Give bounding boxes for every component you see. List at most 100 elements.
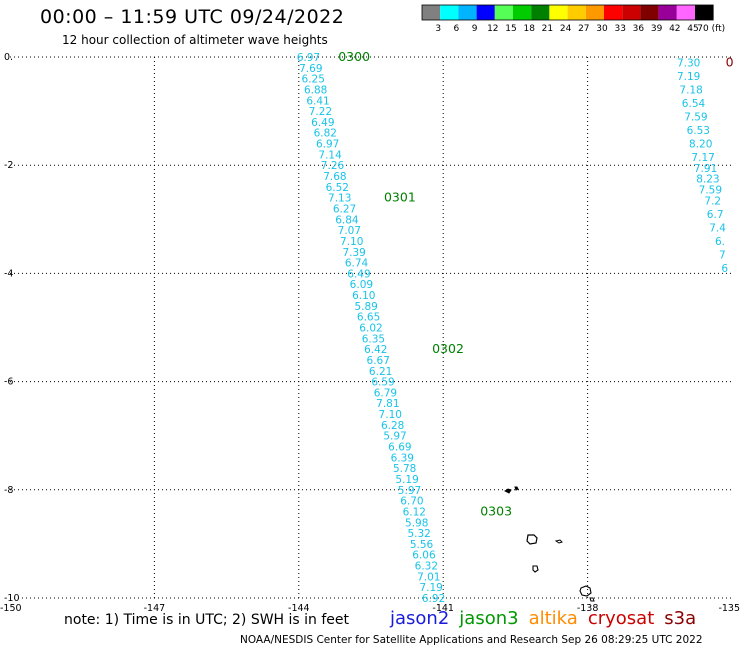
swh-value: 7.81 [376, 398, 399, 410]
satellite-jason2: jason2 [390, 608, 450, 629]
colorbar-label: 36 [633, 24, 645, 34]
swh-value: 8.20 [689, 139, 712, 151]
colorbar-swatch [531, 5, 550, 20]
swh-value: 7.30 [677, 57, 700, 69]
colorbar-swatch [640, 5, 659, 20]
latitude-tick-label: -4 [4, 268, 13, 279]
swh-value: 6.53 [687, 125, 710, 137]
swh-value: 7.19 [419, 582, 442, 594]
colorbar-label: 27 [578, 24, 589, 34]
swh-value: 7.17 [691, 152, 714, 164]
swh-value: 6.02 [359, 323, 382, 335]
longitude-tick-label: -150 [0, 603, 22, 614]
longitude-tick-label: -141 [432, 603, 454, 614]
graticule [10, 56, 732, 599]
swh-value: 8.23 [696, 174, 719, 186]
longitude-tick-label: -138 [577, 603, 599, 614]
colorbar-label: 21 [542, 24, 553, 34]
credit-line: NOAA/NESDIS Center for Satellite Applica… [240, 634, 703, 646]
colorbar-label: 3 [435, 24, 441, 34]
swh-value: 5.89 [354, 301, 377, 313]
swh-value: 7.19 [677, 71, 700, 83]
satellite-s3a: s3a [664, 608, 697, 629]
swh-value: 7.07 [338, 225, 361, 237]
colorbar-swatch [440, 5, 459, 20]
swh-value: 6.65 [357, 312, 380, 324]
swh-value: 6.41 [306, 95, 329, 107]
time-label: 0302 [432, 341, 464, 356]
latitude-tick-label: -2 [4, 160, 13, 171]
swh-value: 6.10 [352, 290, 375, 302]
swh-value: 6.59 [371, 377, 394, 389]
swh-value: 6.32 [415, 561, 438, 573]
colorbar-label: 33 [614, 24, 625, 34]
swh-value: 6.28 [381, 420, 404, 432]
swh-value: 5.19 [395, 474, 418, 486]
colorbar-swatch [585, 5, 604, 20]
swh-value: 7.39 [342, 247, 365, 259]
swh-value: 5.56 [410, 539, 434, 551]
time-label: 0300 [338, 49, 370, 64]
island-shape [589, 597, 595, 602]
colorbar-swatch [695, 5, 714, 20]
time-label: 0303 [480, 503, 512, 518]
swh-value: 6.12 [403, 506, 426, 518]
swh-value: 7.22 [309, 106, 332, 118]
swh-value: 7.26 [321, 160, 345, 172]
island-shape [526, 534, 538, 545]
colorbar-label: 30 [596, 24, 608, 34]
swh-value: 7.14 [318, 149, 342, 161]
time-label: 0301 [384, 190, 416, 205]
colorbar-label: 24 [560, 24, 572, 34]
swh-value: 5.78 [393, 463, 416, 475]
swh-value: 6.82 [314, 128, 337, 140]
island-shape [579, 585, 592, 597]
swh-value: 7.10 [340, 236, 363, 248]
colorbar-swatch [476, 5, 495, 20]
swh-value: 5.97 [383, 431, 406, 443]
swh-value: 6.84 [335, 214, 359, 226]
satellite-cryosat: cryosat [587, 608, 655, 629]
colorbar-swatch [549, 5, 568, 20]
swh-value: 6.49 [347, 268, 370, 280]
latitude-tick-label: -8 [4, 485, 13, 496]
swh-value: 6.92 [422, 593, 445, 605]
swh-value: 6.54 [682, 98, 706, 110]
colorbar-label: 15 [505, 24, 516, 34]
swh-value: 6.06 [412, 550, 436, 562]
swh-value: 7.68 [323, 171, 346, 183]
swh-value: 7.13 [328, 193, 351, 205]
swh-value: 6.25 [302, 74, 325, 86]
swh-value: 6.67 [367, 355, 390, 367]
swh-value: 7.2 [704, 195, 721, 207]
colorbar-swatch [567, 5, 586, 20]
colorbar-label: 70 (ft) [697, 24, 725, 34]
colorbar-swatch [513, 5, 532, 20]
footer-note: note: 1) Time is in UTC; 2) SWH is in fe… [64, 612, 350, 628]
island-shape [532, 565, 539, 573]
swh-value: 6.97 [297, 52, 320, 64]
swh-value: 6.88 [304, 84, 327, 96]
map-title: 00:00 – 11:59 UTC 09/24/2022 [40, 6, 345, 28]
swh-value: 6 [721, 263, 728, 275]
swh-value: 6.70 [400, 496, 423, 508]
swh-value: 6.49 [311, 117, 334, 129]
swh-value: 5.97 [398, 485, 421, 497]
swh-value: 6.09 [350, 279, 373, 291]
swh-value: 7.59 [684, 112, 707, 124]
axis-tick-labels: -150 -147 -144 -141 -138 -135 0. -2 -4 -6 -8 -10 [0, 52, 740, 614]
satellite-altika: altika [528, 608, 578, 629]
colorbar-label: 9 [472, 24, 478, 34]
swh-value: 6.97 [316, 139, 339, 151]
satellite-jason3: jason3 [459, 608, 519, 629]
colorbar-swatch [494, 5, 513, 20]
latitude-tick-label: 0. [4, 52, 13, 63]
swh-value: 7.69 [299, 63, 322, 75]
swh-value: 6.69 [388, 442, 411, 454]
longitude-tick-label: -147 [144, 603, 166, 614]
satellite-legend: jason2 jason3 altika cryosat s3a [390, 608, 706, 629]
colorbar-label: 42 [669, 24, 680, 34]
time-label: 0 [726, 54, 734, 69]
colorbar-label: 39 [651, 24, 663, 34]
